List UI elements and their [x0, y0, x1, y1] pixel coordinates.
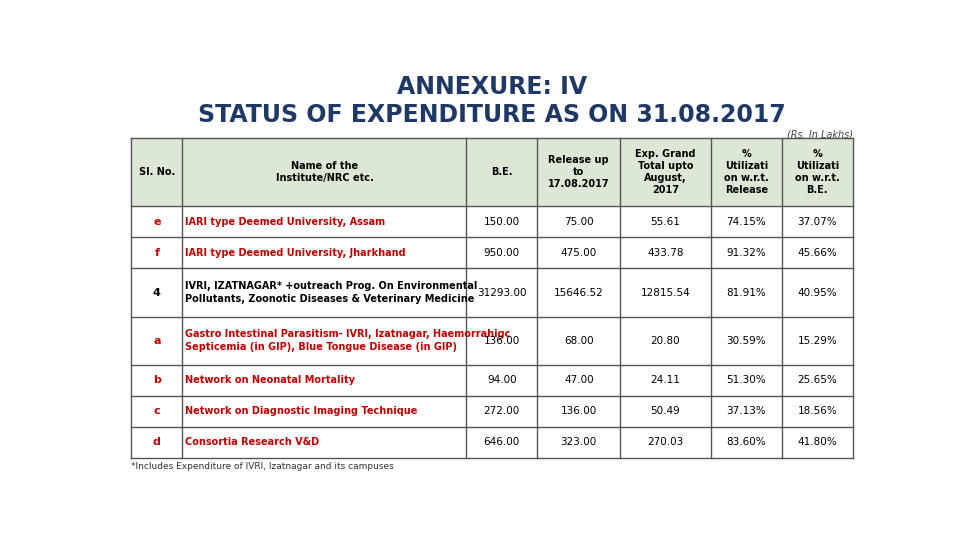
Text: Consortia Research V&D: Consortia Research V&D [185, 437, 320, 447]
Text: 81.91%: 81.91% [727, 287, 766, 298]
Text: 136.00: 136.00 [561, 406, 597, 416]
Text: 15646.52: 15646.52 [554, 287, 604, 298]
Text: IVRI, IZATNAGAR* +outreach Prog. On Environmental
Pollutants, Zoonotic Diseases : IVRI, IZATNAGAR* +outreach Prog. On Envi… [185, 281, 478, 303]
Text: Exp. Grand
Total upto
August,
2017: Exp. Grand Total upto August, 2017 [636, 149, 696, 195]
Text: 50.49: 50.49 [651, 406, 681, 416]
Text: 24.11: 24.11 [651, 375, 681, 385]
Text: Network on Neonatal Mortality: Network on Neonatal Mortality [185, 375, 355, 385]
Text: 75.00: 75.00 [564, 217, 593, 227]
Text: 40.95%: 40.95% [798, 287, 837, 298]
Text: IARI type Deemed University, Assam: IARI type Deemed University, Assam [185, 217, 386, 227]
Text: 20.80: 20.80 [651, 335, 681, 346]
Text: Name of the
Institute/NRC etc.: Name of the Institute/NRC etc. [276, 161, 373, 183]
Bar [132, 396, 852, 427]
Text: 91.32%: 91.32% [727, 248, 766, 258]
Text: 94.00: 94.00 [487, 375, 516, 385]
Text: Network on Diagnostic Imaging Technique: Network on Diagnostic Imaging Technique [185, 406, 418, 416]
Text: d: d [153, 437, 160, 447]
Text: b: b [153, 375, 160, 385]
Text: 646.00: 646.00 [484, 437, 520, 447]
Text: 47.00: 47.00 [564, 375, 593, 385]
Text: Release up
to
17.08.2017: Release up to 17.08.2017 [548, 155, 610, 189]
Text: 41.80%: 41.80% [798, 437, 837, 447]
Text: (Rs. In Lakhs): (Rs. In Lakhs) [787, 129, 852, 139]
Text: B.E.: B.E. [492, 167, 513, 177]
Text: 25.65%: 25.65% [798, 375, 837, 385]
Text: IARI type Deemed University, Jharkhand: IARI type Deemed University, Jharkhand [185, 248, 406, 258]
Text: 31293.00: 31293.00 [477, 287, 527, 298]
Text: 30.59%: 30.59% [727, 335, 766, 346]
Text: ANNEXURE: IV: ANNEXURE: IV [396, 75, 588, 99]
Text: %
Utilizati
on w.r.t.
B.E.: % Utilizati on w.r.t. B.E. [795, 149, 840, 195]
Text: 55.61: 55.61 [651, 217, 681, 227]
Text: 12815.54: 12815.54 [640, 287, 690, 298]
Text: c: c [154, 406, 160, 416]
Text: 68.00: 68.00 [564, 335, 593, 346]
Bar [132, 138, 852, 206]
Text: 475.00: 475.00 [561, 248, 597, 258]
Text: Sl. No.: Sl. No. [138, 167, 175, 177]
Text: e: e [153, 217, 160, 227]
Bar [132, 268, 852, 316]
Text: 950.00: 950.00 [484, 248, 520, 258]
Text: 37.07%: 37.07% [798, 217, 837, 227]
Bar [132, 427, 852, 458]
Text: %
Utilizati
on w.r.t.
Release: % Utilizati on w.r.t. Release [724, 149, 769, 195]
Text: STATUS OF EXPENDITURE AS ON 31.08.2017: STATUS OF EXPENDITURE AS ON 31.08.2017 [198, 103, 786, 127]
Text: 323.00: 323.00 [561, 437, 597, 447]
Bar [132, 364, 852, 396]
Text: 433.78: 433.78 [647, 248, 684, 258]
Text: a: a [153, 335, 160, 346]
Text: 45.66%: 45.66% [798, 248, 837, 258]
Bar [132, 316, 852, 365]
Text: 272.00: 272.00 [484, 406, 520, 416]
Text: 15.29%: 15.29% [798, 335, 837, 346]
Text: 136.00: 136.00 [484, 335, 520, 346]
Text: 74.15%: 74.15% [727, 217, 766, 227]
Text: 18.56%: 18.56% [798, 406, 837, 416]
Bar [132, 238, 852, 268]
Text: 270.03: 270.03 [647, 437, 684, 447]
Text: f: f [155, 248, 159, 258]
Bar [132, 206, 852, 238]
Text: *Includes Expenditure of IVRI, Izatnagar and its campuses: *Includes Expenditure of IVRI, Izatnagar… [132, 462, 394, 471]
Text: 150.00: 150.00 [484, 217, 520, 227]
Text: 4: 4 [153, 287, 160, 298]
Text: 37.13%: 37.13% [727, 406, 766, 416]
Text: Gastro Intestinal Parasitism- IVRI, Izatnagar, Haemorrahigc
Septicemia (in GIP),: Gastro Intestinal Parasitism- IVRI, Izat… [185, 329, 511, 352]
Text: 83.60%: 83.60% [727, 437, 766, 447]
Text: 51.30%: 51.30% [727, 375, 766, 385]
